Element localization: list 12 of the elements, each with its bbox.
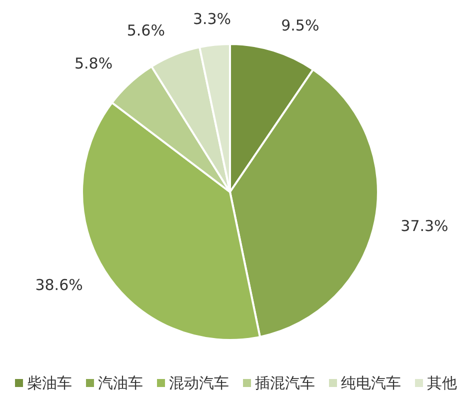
data-label: 5.6% xyxy=(126,22,165,40)
legend-label: 其他 xyxy=(427,374,457,392)
data-label: 38.6% xyxy=(35,276,83,294)
data-label: 5.8% xyxy=(74,54,113,73)
data-label: 9.5% xyxy=(281,16,320,35)
data-label: 3.3% xyxy=(192,10,232,28)
legend-label: 柴油车 xyxy=(27,374,72,392)
legend-label: 插混汽车 xyxy=(255,374,315,392)
legend-label: 纯电汽车 xyxy=(341,374,401,392)
legend-label: 汽油车 xyxy=(98,374,143,392)
data-label: 37.3% xyxy=(400,216,448,235)
legend-label: 混动汽车 xyxy=(169,374,229,392)
